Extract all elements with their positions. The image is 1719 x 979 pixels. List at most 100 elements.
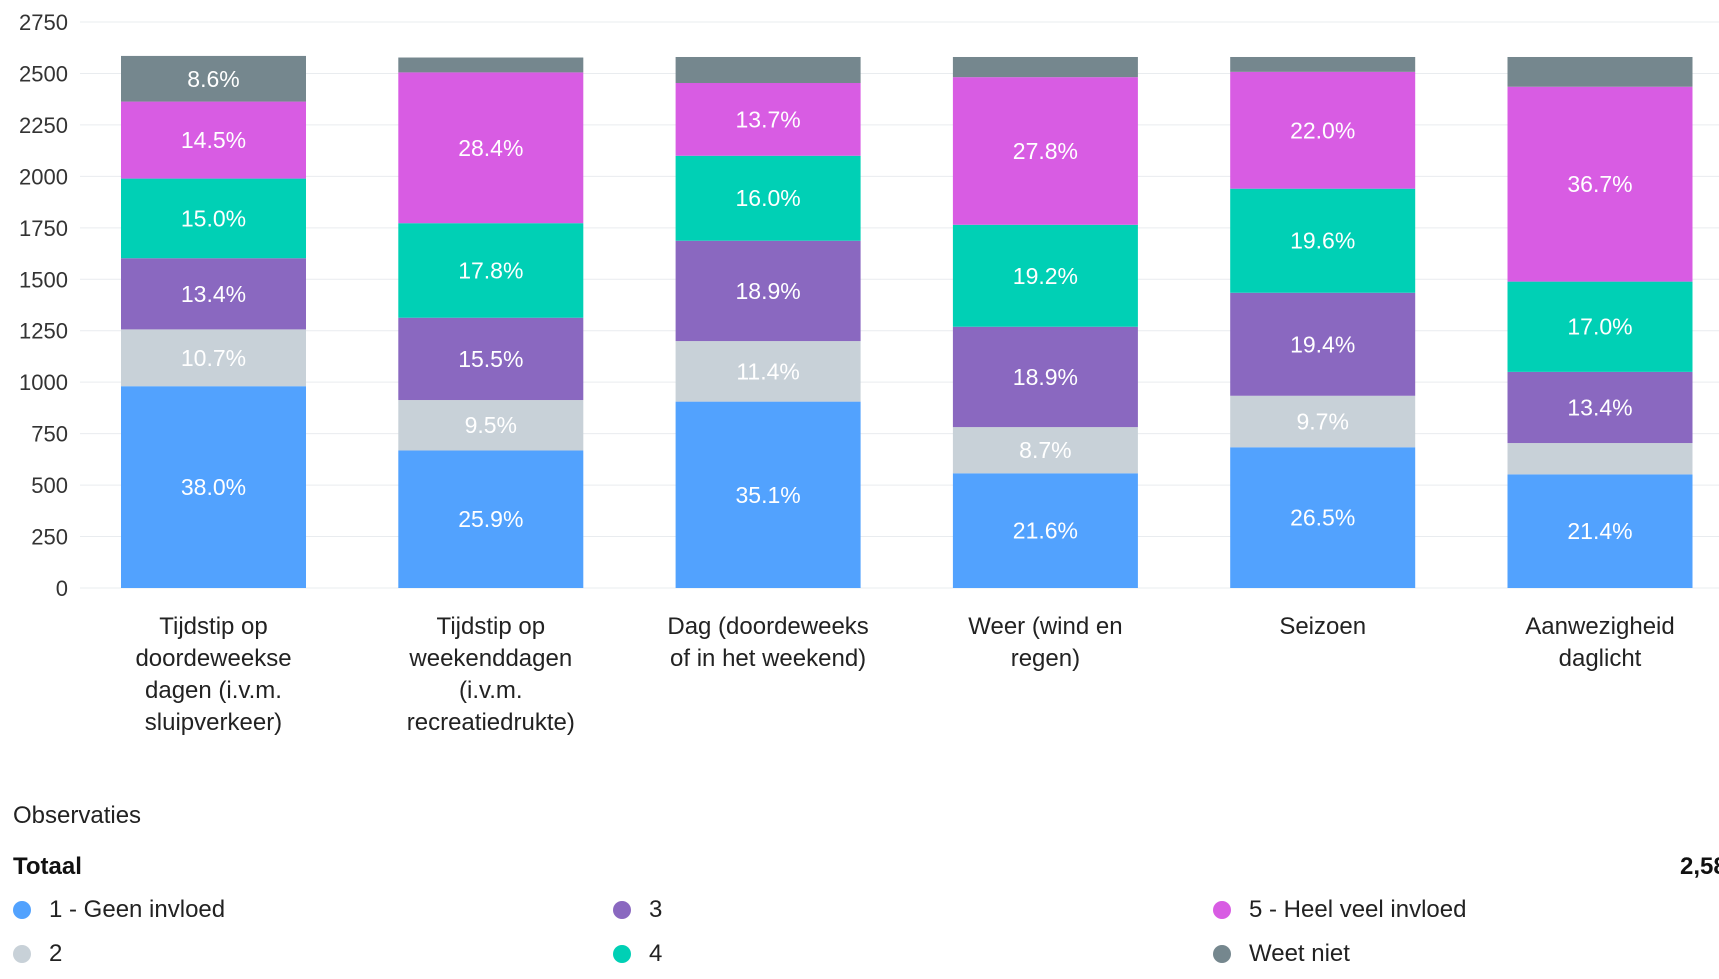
bar-segment — [398, 223, 584, 318]
legend-label: 5 - Heel veel invloed — [1249, 896, 1467, 923]
bar-segment — [121, 101, 306, 179]
data-label: 16.0% — [735, 185, 800, 211]
bar-segment — [952, 224, 1138, 327]
y-tick-label: 1500 — [19, 267, 68, 292]
data-label: 10.7% — [181, 345, 246, 371]
bar-segment — [952, 473, 1138, 588]
data-label: 19.4% — [1290, 331, 1355, 357]
data-label: 19.6% — [1290, 228, 1355, 254]
legend-item: 4 — [613, 940, 662, 968]
legend-label: 3 — [649, 896, 663, 923]
bar-segment — [952, 427, 1138, 474]
observations-title: Observaties — [13, 802, 142, 829]
bar-segment — [1507, 474, 1693, 588]
data-label: 25.9% — [458, 506, 523, 532]
bar-segment — [675, 155, 861, 241]
category-label-line: of in het weekend) — [670, 645, 866, 672]
legend-item: 3 — [613, 896, 662, 924]
category-label-line: recreatiedrukte) — [407, 709, 575, 736]
data-label: 21.6% — [1013, 518, 1078, 544]
category-label: Tijdstip op doordeweekse dagen (i.v.m. slui… — [135, 613, 291, 736]
bar-segment — [398, 72, 584, 224]
legend-item: Weet niet — [1213, 940, 1350, 968]
legend-label: 1 - Geen invloed — [49, 896, 226, 923]
legend-swatch — [613, 945, 631, 963]
data-label: 26.5% — [1290, 505, 1355, 531]
bar-segment — [121, 258, 306, 330]
category-label: Dag (doordeweeks of in het weekend) — [667, 613, 868, 672]
data-label: 28.4% — [458, 135, 523, 161]
bar-segment — [121, 178, 306, 259]
stacked-bar-chart: 0 250 500 750 1000 1250 1500 1750 2000 2250 2500 27… — [19, 10, 1719, 736]
bar-segment — [1507, 281, 1693, 372]
legend-item: 1 - Geen invloed — [13, 896, 225, 924]
data-label: 18.9% — [735, 278, 800, 304]
bar-segment — [398, 400, 584, 451]
data-label: 8.6% — [187, 66, 239, 92]
bar-segment — [1230, 71, 1416, 189]
category-label-line: dagen (i.v.m. — [145, 677, 282, 704]
category-label-line: sluipverkeer) — [145, 709, 282, 736]
data-label: 9.7% — [1296, 409, 1348, 435]
total-label: Totaal — [13, 853, 82, 880]
bar-segment — [952, 56, 1138, 78]
data-label: 27.8% — [1013, 138, 1078, 164]
bar-segment — [675, 401, 861, 588]
y-tick-label: 250 — [31, 525, 68, 550]
category-label-line: (i.v.m. — [459, 677, 523, 704]
data-label: 17.8% — [458, 257, 523, 283]
data-label: 11.4% — [736, 358, 800, 384]
data-label: 38.0% — [181, 474, 246, 500]
bar-segment — [675, 56, 861, 84]
category-label-line: regen) — [1011, 645, 1080, 672]
bar-segment — [675, 83, 861, 156]
data-label: 9.5% — [465, 412, 517, 438]
category-label-line: Weer (wind en — [968, 613, 1122, 640]
category-label-line: weekenddagen — [408, 645, 572, 672]
y-tick-label: 2000 — [19, 164, 68, 189]
bar-segment — [1507, 443, 1693, 475]
bar-segment — [1230, 447, 1416, 588]
category-label: Weer (wind en regen) — [968, 613, 1122, 672]
legend-item: 2 — [13, 940, 62, 968]
bar-segment — [1230, 395, 1416, 448]
category-label-line: Tijdstip op — [159, 613, 268, 640]
total-value: 2,580 — [1680, 853, 1719, 880]
data-label: 15.0% — [181, 205, 246, 231]
bar-segment — [121, 55, 306, 102]
bar-segment — [1230, 56, 1416, 72]
data-label: 21.4% — [1567, 518, 1632, 544]
bar-segment — [398, 317, 584, 401]
bar-segment — [398, 57, 584, 73]
category-label-line: Tijdstip op — [437, 613, 546, 640]
y-tick-label: 2250 — [19, 113, 68, 138]
bar-segment — [398, 450, 584, 588]
legend-swatch — [1213, 901, 1231, 919]
bar-segment — [121, 329, 306, 387]
legend-swatch — [13, 901, 31, 919]
data-label: 8.7% — [1019, 437, 1071, 463]
bar-segment — [1507, 86, 1693, 282]
data-label: 19.2% — [1013, 263, 1078, 289]
category-label-line: daglicht — [1559, 645, 1642, 672]
category-label-line: Aanwezigheid — [1525, 613, 1674, 640]
bar-segment — [675, 341, 861, 402]
legend-swatch — [13, 945, 31, 963]
data-label: 17.0% — [1567, 314, 1632, 340]
bar-segment — [952, 326, 1138, 428]
y-tick-label: 0 — [56, 576, 68, 601]
legend-label: Weet niet — [1249, 940, 1350, 967]
legend-label: 4 — [649, 940, 663, 967]
y-tick-label: 2500 — [19, 61, 68, 86]
category-label-line: Dag (doordeweeks — [667, 613, 868, 640]
y-tick-label: 750 — [31, 422, 68, 447]
legend-swatch — [1213, 945, 1231, 963]
y-tick-label: 500 — [31, 473, 68, 498]
legend-label: 2 — [49, 940, 63, 967]
bar-segment — [952, 77, 1138, 225]
data-label: 36.7% — [1567, 171, 1632, 197]
bar-segment — [675, 240, 861, 342]
category-label: Seizoen — [1279, 613, 1366, 640]
y-tick-label: 1750 — [19, 216, 68, 241]
y-tick-label: 1250 — [19, 319, 68, 344]
